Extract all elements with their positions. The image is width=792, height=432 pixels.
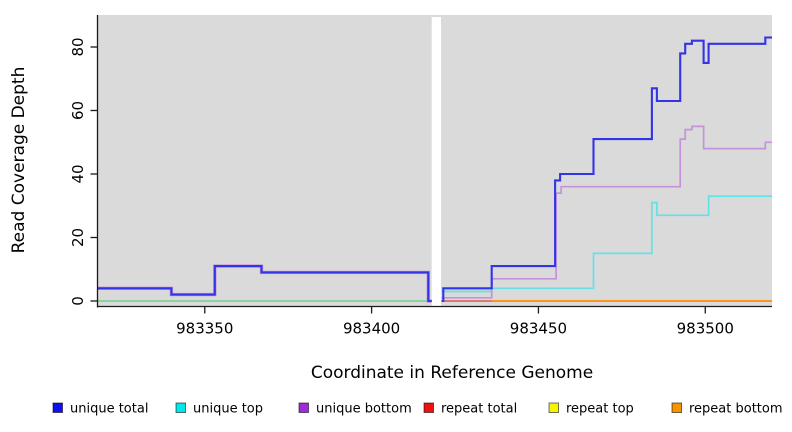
- x-tick-label: 983500: [677, 320, 734, 338]
- x-tick-label: 983400: [343, 320, 400, 338]
- legend-swatch-unique-top-icon: [175, 402, 186, 413]
- coverage-gap-band: [431, 17, 442, 307]
- series-lines: [98, 36, 772, 303]
- legend-item-unique-total: unique total: [52, 402, 148, 417]
- x-tick-label: 983450: [510, 320, 567, 338]
- legend-swatch-repeat-bottom-icon: [671, 402, 682, 413]
- legend-swatch-repeat-top-icon: [548, 402, 559, 413]
- y-tick-label: 60: [69, 101, 87, 120]
- legend-item-repeat-bottom: repeat bottom: [671, 402, 783, 417]
- legend: unique total unique top unique bottom repea…: [52, 402, 783, 417]
- legend-label: unique total: [70, 402, 148, 417]
- legend-label: unique bottom: [316, 402, 412, 417]
- plot-background: [98, 15, 772, 307]
- legend-label: repeat top: [566, 402, 634, 417]
- legend-swatch-repeat-total-icon: [423, 402, 434, 413]
- axes: [96, 15, 772, 308]
- legend-item-unique-top: unique top: [175, 402, 263, 417]
- legend-label: repeat bottom: [689, 402, 783, 417]
- legend-label: unique top: [193, 402, 263, 417]
- series-unique-total-line: [441, 36, 772, 303]
- y-tick-label: 20: [69, 228, 87, 247]
- legend-item-repeat-top: repeat top: [548, 402, 634, 417]
- y-tick-label: 80: [69, 37, 87, 56]
- legend-label: repeat total: [441, 402, 517, 417]
- legend-swatch-unique-bottom-icon: [298, 402, 309, 413]
- legend-item-unique-bottom: unique bottom: [298, 402, 412, 417]
- y-tick-label: 40: [69, 164, 87, 183]
- tick-marks-and-labels: 983350 983400 983450 983500 0 20 40 60 80: [69, 37, 734, 337]
- x-axis-title: Coordinate in Reference Genome: [311, 363, 593, 383]
- series-unique-total-line: [98, 265, 432, 303]
- series-unique-bottom-line: [441, 125, 772, 299]
- legend-swatch-unique-total-icon: [52, 402, 63, 413]
- legend-item-repeat-total: repeat total: [423, 402, 517, 417]
- y-axis-title: Read Coverage Depth: [9, 67, 29, 254]
- y-tick-label: 0: [69, 296, 87, 306]
- x-tick-label: 983350: [176, 320, 233, 338]
